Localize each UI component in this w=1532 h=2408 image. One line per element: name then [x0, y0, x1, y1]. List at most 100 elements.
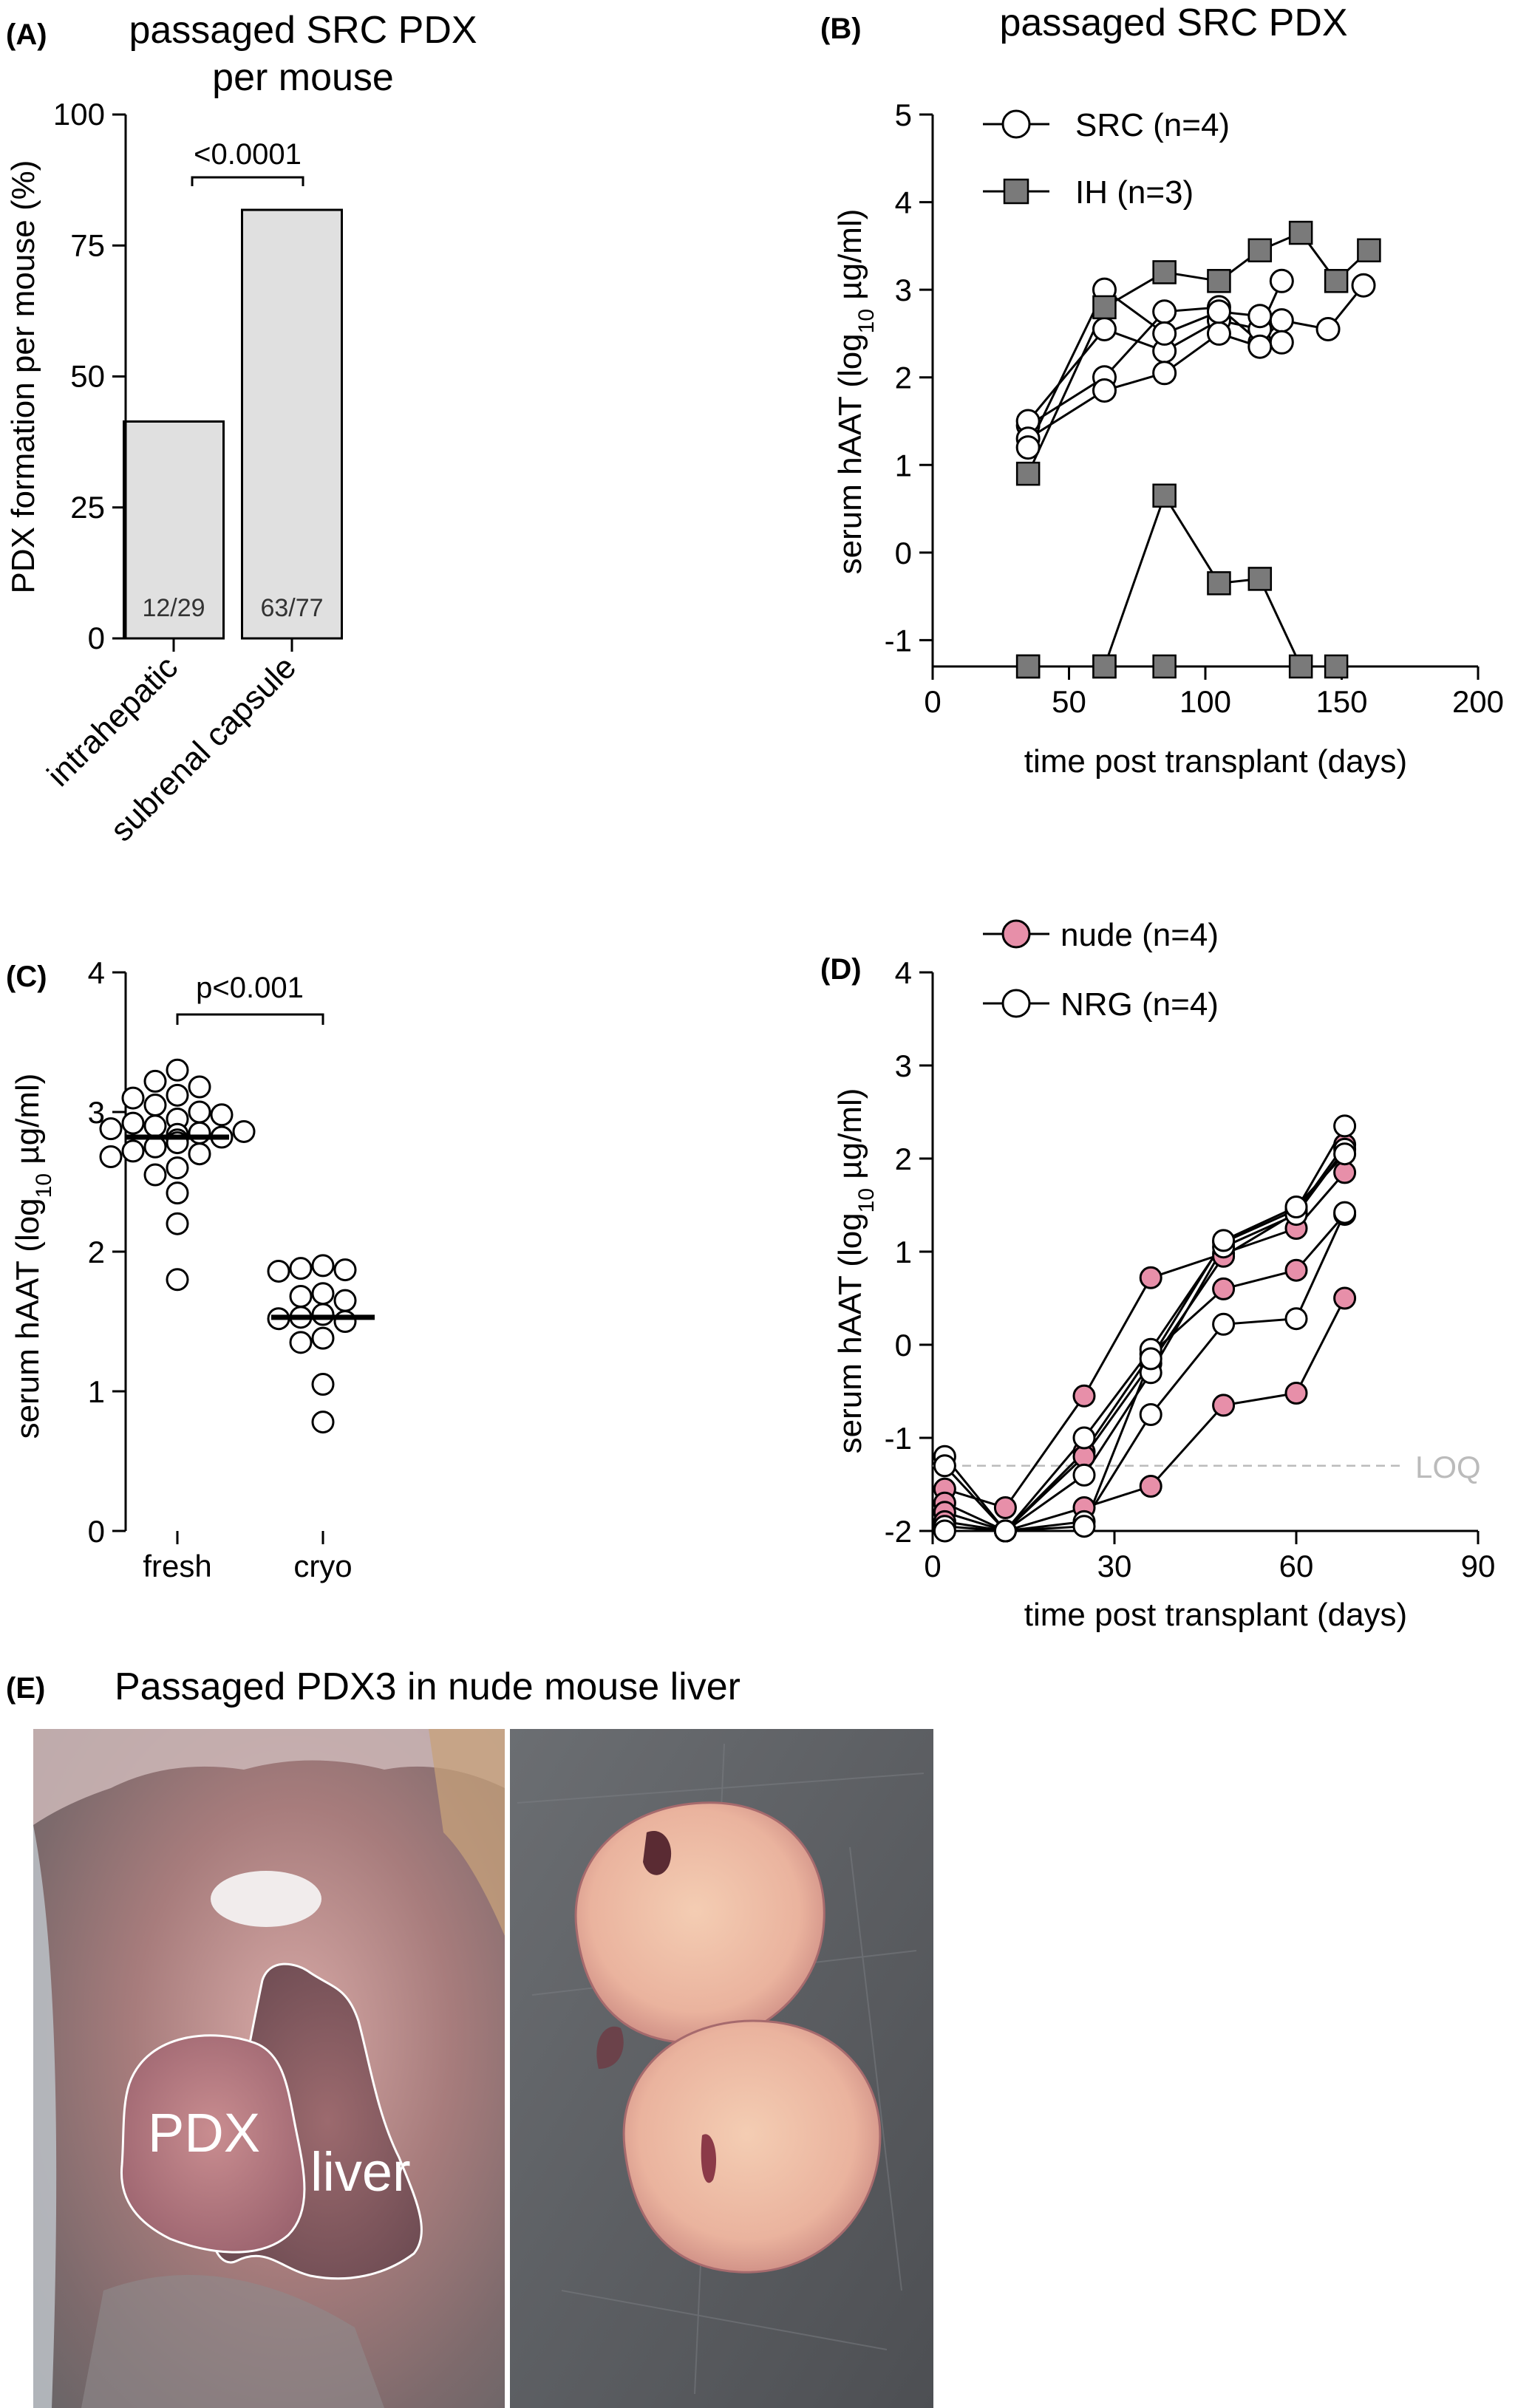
- panel-c-sig-label: p<0.001: [196, 972, 304, 1004]
- panel-d-y-tick-label: -2: [885, 1514, 912, 1549]
- point-fresh: [121, 1086, 145, 1110]
- point-src: [1152, 321, 1177, 346]
- bar-count-label: 12/29: [142, 594, 205, 622]
- panel-d-y-tick-label: 1: [895, 1235, 912, 1269]
- panel-a-y-tick-label: 100: [53, 97, 105, 132]
- bar-subrenal-capsule: [241, 208, 343, 640]
- point-nude: [1284, 1258, 1308, 1282]
- panel-a-y-tick-label: 25: [70, 490, 105, 525]
- panel-b-x-tick-label: 0: [924, 684, 941, 719]
- photo-lower-tissue: [81, 2274, 384, 2408]
- label-liver: liver: [310, 2141, 411, 2203]
- panel-b-y-label-sub: 10: [854, 309, 879, 333]
- panel-c-y-tick-label: 2: [88, 1235, 105, 1269]
- point-fresh: [188, 1142, 211, 1166]
- point-nrg: [933, 1454, 956, 1478]
- point-fresh: [99, 1117, 123, 1141]
- panel-a-title-line2: per mouse: [212, 56, 394, 99]
- point-ih: [1015, 654, 1041, 679]
- panel-d-x-tick-label: 90: [1461, 1549, 1496, 1583]
- panel-d: (D) serum hAAT (log10 µg/ml) time post t…: [820, 917, 1495, 1633]
- point-fresh: [210, 1103, 234, 1127]
- point-ih: [1207, 269, 1231, 293]
- point-src: [1092, 378, 1117, 403]
- label-pdx: PDX: [148, 2102, 260, 2163]
- point-ih: [1152, 260, 1177, 284]
- point-ih: [1207, 571, 1231, 596]
- panel-b-legend-src: SRC (n=4): [1075, 107, 1230, 143]
- point-fresh: [188, 1100, 211, 1124]
- panel-b-series-line-ih: [1028, 493, 1337, 668]
- point-cryo: [311, 1411, 335, 1434]
- point-src: [1269, 268, 1294, 293]
- point-nude: [1072, 1384, 1096, 1408]
- point-cryo: [267, 1259, 290, 1283]
- point-nude: [993, 1496, 1017, 1519]
- point-src: [1015, 435, 1041, 460]
- panel-b-letter: (B): [820, 13, 862, 45]
- loq-label: LOQ: [1415, 1450, 1481, 1484]
- panel-d-y-tick-label: 4: [895, 955, 912, 990]
- panel-a-sig-bracket: [191, 176, 304, 186]
- point-cryo: [311, 1303, 335, 1326]
- point-ih: [1092, 654, 1117, 679]
- panel-c-y-label-main: serum hAAT (log: [10, 1198, 46, 1439]
- point-cryo: [311, 1326, 335, 1350]
- panel-a: (A) passaged SRC PDX per mouse PDX forma…: [5, 9, 477, 848]
- point-fresh: [143, 1163, 167, 1187]
- panel-c-y-label: serum hAAT (log10 µg/ml): [10, 1074, 56, 1439]
- point-fresh: [232, 1119, 256, 1143]
- panel-b-x-tick-label: 200: [1452, 684, 1504, 719]
- point-nrg: [1284, 1196, 1308, 1219]
- point-nrg: [993, 1519, 1017, 1543]
- point-src: [1315, 317, 1341, 341]
- panel-b-y-label: serum hAAT (log10 µg/ml): [832, 209, 879, 575]
- point-nrg: [1072, 1426, 1096, 1450]
- photo-fat-pad: [429, 1729, 505, 1936]
- point-nrg: [1072, 1463, 1096, 1487]
- panel-d-legend: nude (n=4) NRG (n=4): [983, 917, 1219, 1023]
- point-cryo: [311, 1373, 335, 1396]
- point-src: [1092, 317, 1117, 341]
- panel-c-x-tick-label: fresh: [143, 1549, 211, 1583]
- panel-a-title-line1: passaged SRC PDX: [129, 9, 477, 52]
- point-ih: [1092, 295, 1117, 320]
- point-src: [1247, 334, 1273, 359]
- panel-b-x-tick-label: 100: [1179, 684, 1231, 719]
- panel-d-y-tick-label: 2: [895, 1142, 912, 1176]
- panel-a-y-label: PDX formation per mouse (%): [5, 160, 41, 594]
- panel-b-y-tick-label: 0: [895, 536, 912, 570]
- panel-c-significance: p<0.001: [176, 972, 324, 1025]
- panel-a-significance: <0.0001: [191, 138, 304, 186]
- point-cryo: [311, 1254, 335, 1278]
- point-ih: [1288, 654, 1313, 679]
- tumor-bottom-lesion: [701, 2134, 717, 2183]
- point-cryo: [289, 1331, 313, 1354]
- point-nrg: [1139, 1403, 1162, 1426]
- panel-c: (C) serum hAAT (log10 µg/ml) 0 1 2 3 4 fresh c…: [6, 955, 375, 1583]
- point-nrg: [1333, 1142, 1357, 1166]
- panel-c-y-label-sub: 10: [32, 1173, 56, 1198]
- point-ih: [1288, 220, 1313, 245]
- point-fresh: [166, 1083, 189, 1107]
- point-cryo: [333, 1310, 357, 1333]
- point-src: [1206, 321, 1231, 346]
- point-nrg: [1212, 1312, 1236, 1336]
- point-src: [1269, 308, 1294, 333]
- panel-d-x-label: time post transplant (days): [1024, 1597, 1407, 1633]
- point-fresh: [166, 1156, 189, 1180]
- tumor-dark-edge: [596, 2026, 624, 2069]
- point-ih: [1247, 567, 1273, 591]
- point-nrg: [1139, 1347, 1162, 1371]
- panel-b-y-tick-label: 3: [895, 273, 912, 307]
- panel-d-legend-marker-nrg: [1001, 989, 1031, 1018]
- panel-d-series-line-nrg: [944, 1125, 1346, 1533]
- point-nrg: [1072, 1515, 1096, 1538]
- panel-d-legend-nrg: NRG (n=4): [1061, 986, 1219, 1023]
- panel-a-letter: (A): [6, 18, 47, 51]
- point-fresh: [143, 1069, 167, 1093]
- point-fresh: [166, 1268, 189, 1292]
- panel-b-y-label-main: serum hAAT (log: [832, 333, 868, 574]
- point-src: [1351, 273, 1376, 298]
